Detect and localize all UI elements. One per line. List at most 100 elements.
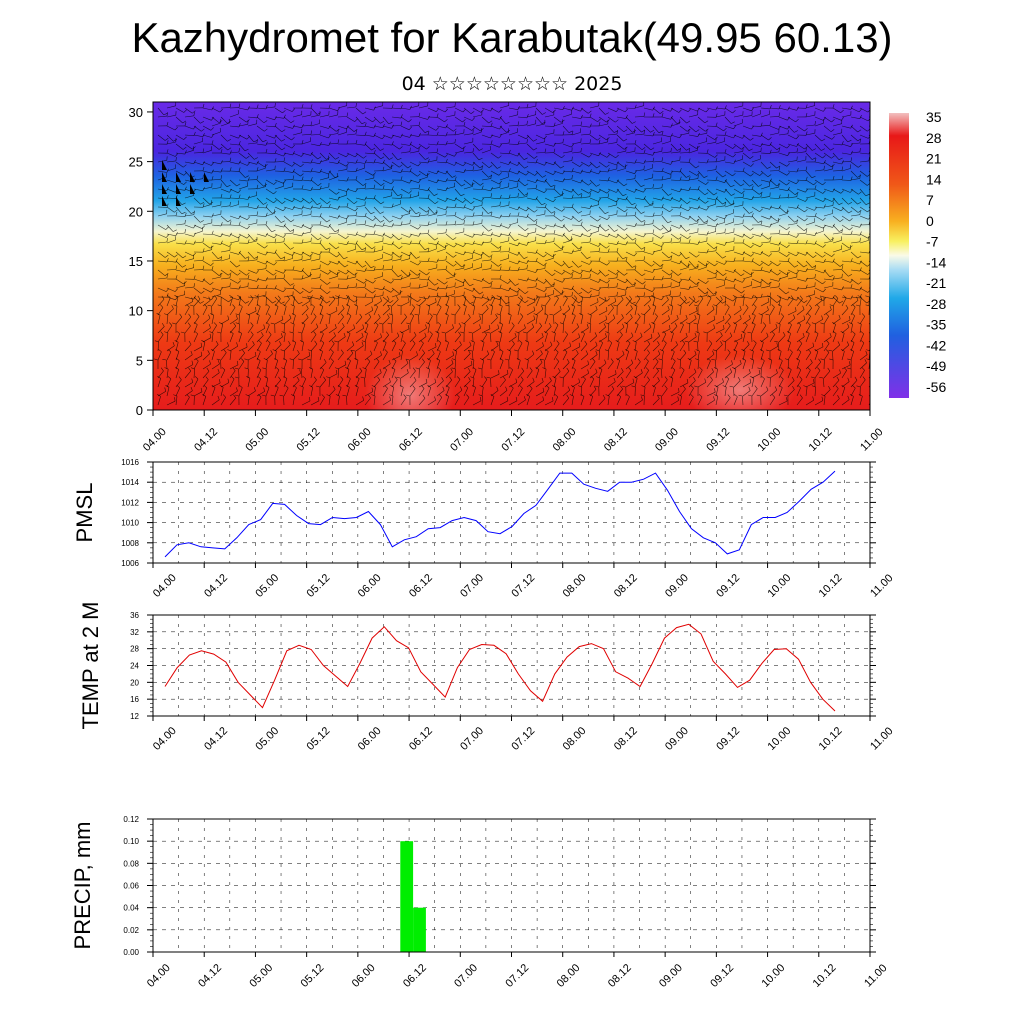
wind-barb [706,107,716,111]
wind-barb [796,336,805,343]
wind-barb [526,197,536,201]
wind-barb [355,125,366,127]
wind-barb-flag [480,109,484,113]
wind-barb [778,224,787,231]
wind-barb-flag [572,312,576,316]
wind-barb-flag [572,366,576,370]
wind-barb-flag [480,128,484,132]
wind-barb-flag [488,228,493,232]
wind-barb [220,324,223,334]
wind-barb-flag [571,292,573,297]
wind-barb [643,215,654,217]
wind-barb-flag [374,303,378,308]
wind-barb [310,114,320,118]
wind-barb-flag [290,283,294,286]
wind-barb-flag [568,130,573,133]
wind-barb-flag [634,239,637,244]
wind-barb [301,241,311,244]
wind-barb [247,134,255,143]
wind-barb [814,333,819,343]
wind-barb [454,242,464,247]
wind-barb [490,116,500,120]
wind-barb [796,224,805,231]
wind-barb [742,276,752,280]
wind-barb-flag [290,219,295,223]
wind-barb-flag [255,307,257,312]
wind-barb [607,295,617,298]
wind-barb [472,251,482,256]
wind-barb [328,176,338,181]
wind-barb-flag [320,294,324,298]
wind-barb [643,167,653,172]
wind-barb [175,134,184,140]
wind-barb [229,240,239,244]
wind-barb [157,326,165,334]
wind-barb-flag [192,110,196,114]
wind-barb [211,161,221,165]
wind-barb [427,107,437,112]
wind-barb-flag [659,349,664,352]
wind-barb [643,370,649,379]
wind-barb [679,359,681,370]
wind-barb [823,240,833,244]
wind-barb-flag [274,238,277,243]
wind-barb [625,298,632,307]
wind-barb-flag [209,333,212,338]
wind-barb [364,170,374,176]
wind-barb-flag [458,322,462,327]
wind-barb [391,314,393,325]
wind-barb [445,106,455,109]
wind-barb-flag [616,179,620,184]
wind-barb-flag [706,231,709,236]
wind-barb-flag [498,172,502,176]
wind-barb-flag [427,131,430,135]
wind-barb [733,197,744,199]
wind-barb [832,170,843,172]
wind-barb-flag [417,225,421,230]
wind-barb-flag [201,340,206,343]
wind-barb [364,333,368,343]
wind-barb [427,369,430,379]
wind-barb [220,382,229,388]
wind-barb [418,361,425,370]
wind-barb-flag [297,331,302,334]
wind-barb [787,296,797,301]
wind-barb [283,215,291,223]
wind-barb [625,285,635,289]
wind-barb-flag [660,227,664,231]
wind-barb [535,116,543,124]
wind-barb [526,206,535,213]
wind-barb-flag [797,321,802,326]
wind-barb-flag [489,254,493,258]
wind-barb-flag [598,224,602,228]
wind-barb [670,143,678,151]
wind-barb-flag [840,190,844,194]
wind-barb [742,215,753,218]
wind-barb [832,188,842,194]
wind-barb [391,161,400,168]
wind-barb-flag [675,341,678,346]
wind-barb [193,116,201,124]
wind-barb-flag [867,289,870,293]
wind-barb-flag [596,184,600,187]
wind-barb [607,204,617,208]
wind-barb-flag [427,229,430,234]
wind-barb [661,151,671,154]
wind-barb [211,251,219,259]
wind-barb-flag [796,106,799,111]
wind-barb [274,278,285,280]
wind-barb-flag [426,173,430,177]
wind-barb-flag [346,140,349,145]
wind-barb-flag [659,110,664,114]
wind-barb-flag [301,321,306,325]
wind-barb-flag [669,208,673,213]
wind-barb-flag [166,149,169,154]
wind-barb-flag [733,321,737,325]
wind-barb [832,333,837,343]
wind-barb [661,309,670,316]
wind-barb-flag [290,229,294,232]
wind-barb-flag [250,331,254,335]
wind-barb-flag [165,288,170,292]
wind-barb-flag [472,366,477,370]
wind-barb [571,269,581,275]
